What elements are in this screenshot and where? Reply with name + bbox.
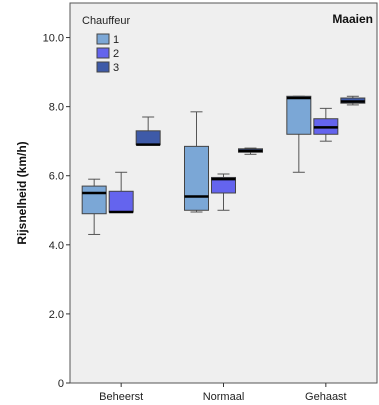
box-group — [238, 147, 263, 155]
box — [286, 95, 312, 135]
panel-title: Maaien — [332, 12, 373, 26]
box — [135, 130, 161, 146]
box-group — [108, 171, 134, 214]
legend-label: 3 — [113, 62, 119, 74]
y-tick-label: 6.0 — [49, 171, 64, 183]
legend-swatch — [96, 47, 110, 59]
x-tick-label: Normaal — [203, 391, 245, 403]
box-group — [184, 111, 209, 213]
boxes-layer — [81, 95, 366, 235]
legend-swatch — [96, 61, 110, 73]
y-tick-label: 0 — [58, 378, 64, 390]
legend-swatch — [96, 33, 110, 45]
box-group — [340, 95, 366, 106]
x-tick-label: Gehaast — [305, 391, 347, 403]
y-axis-title: Rijsnelheid (km/h) — [15, 141, 29, 244]
legend: Chauffeur 1 2 3 — [82, 15, 130, 74]
x-tick-label: Beheerst — [99, 391, 143, 403]
y-tick-label: 4.0 — [49, 240, 64, 252]
box — [108, 190, 134, 213]
y-tick-label: 10.0 — [43, 33, 64, 45]
legend-label: 1 — [113, 34, 119, 46]
box-group — [211, 173, 236, 211]
box — [211, 176, 236, 194]
box-group — [313, 107, 339, 142]
legend-title: Chauffeur — [82, 15, 130, 27]
legend-label: 2 — [113, 48, 119, 60]
y-tick-label: 2.0 — [49, 309, 64, 321]
y-axis: 0 2.0 4.0 6.0 8.0 10.0 — [43, 33, 70, 390]
box-group — [286, 95, 312, 173]
x-axis: Beheerst Normaal Gehaast — [99, 383, 347, 403]
box-group — [135, 116, 161, 146]
y-tick-label: 8.0 — [49, 102, 64, 114]
box-group — [81, 178, 107, 235]
box — [184, 145, 209, 211]
box — [81, 185, 107, 215]
